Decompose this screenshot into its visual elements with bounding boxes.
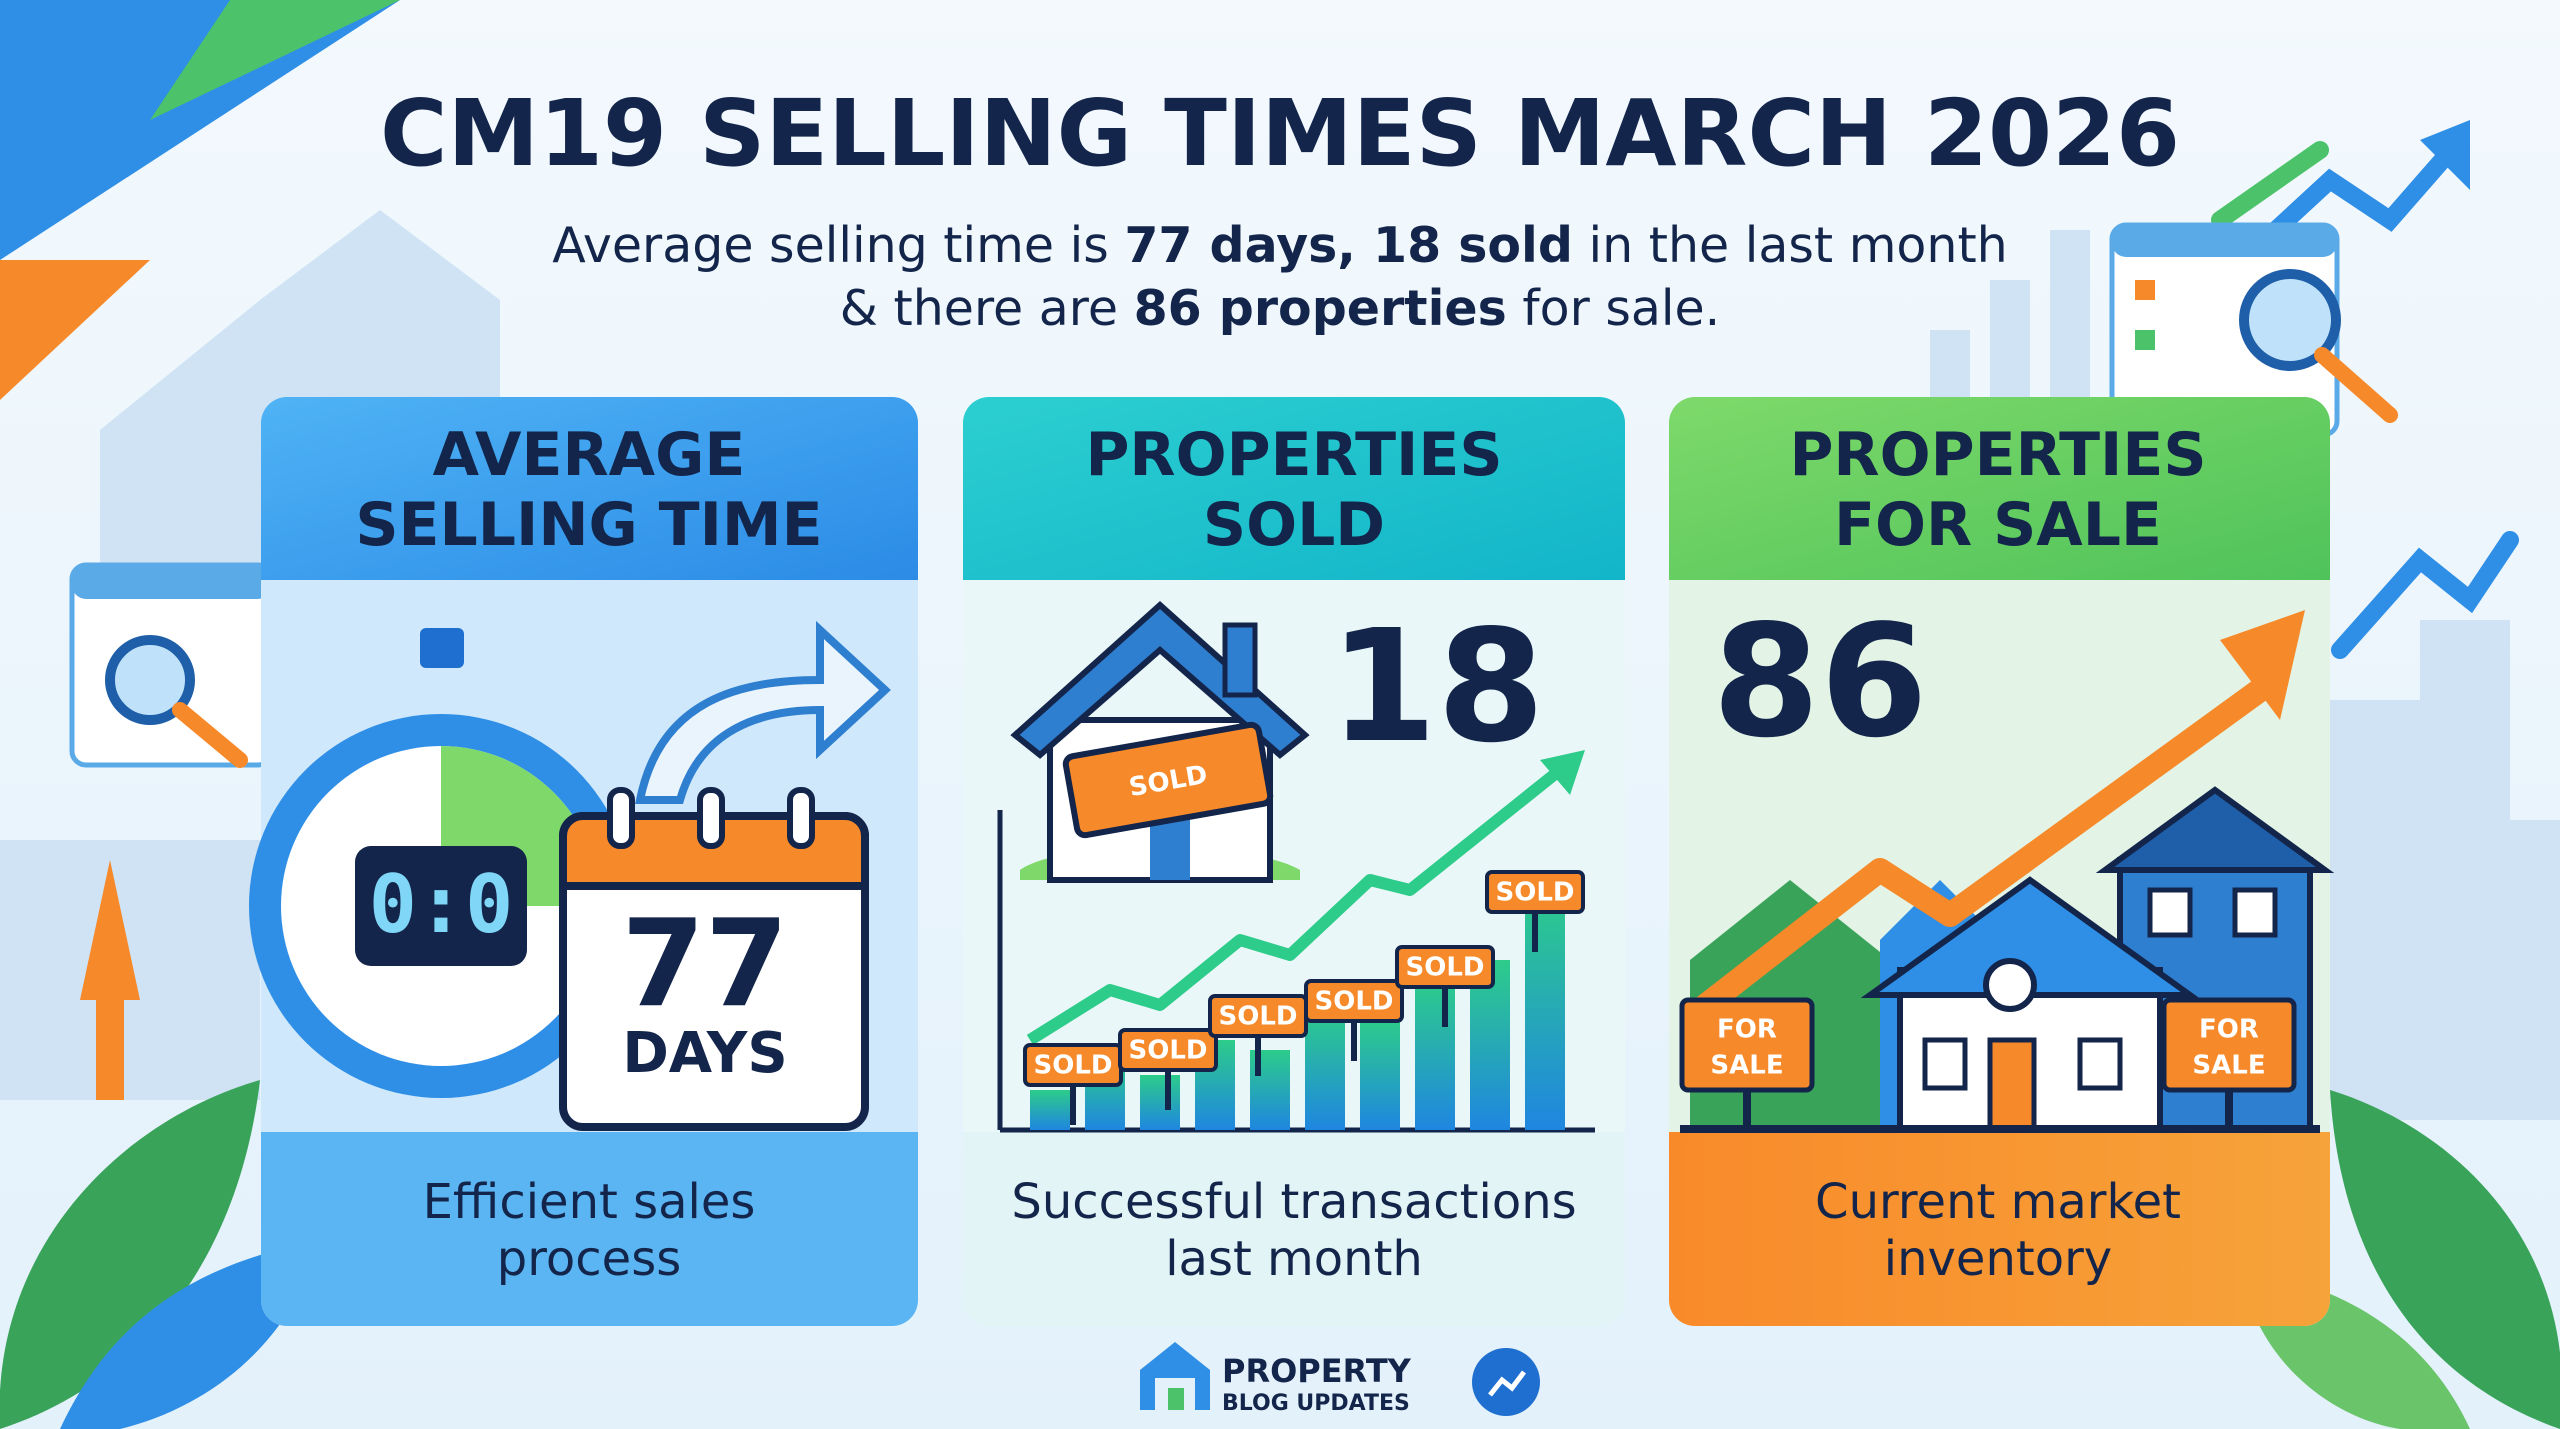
caption: Efficient sales xyxy=(423,1174,756,1230)
calendar-rings xyxy=(607,787,815,849)
curved-arrow xyxy=(635,620,891,804)
unit: DAYS xyxy=(622,1021,787,1086)
sold-signs: SOLD SOLD SOLD SOLD SOLD SOLD xyxy=(1023,870,1585,1125)
sign-text: SOLD xyxy=(1496,878,1575,908)
card-title: AVERAGE xyxy=(433,420,746,490)
subtitle-text: for sale. xyxy=(1507,280,1720,337)
sign-text: FOR xyxy=(2199,1015,2259,1045)
logo: PROPERTY BLOG UPDATES xyxy=(1140,1342,1540,1416)
sign-text: SOLD xyxy=(1219,1002,1298,1032)
sign-text: SALE xyxy=(2192,1051,2265,1081)
caption: inventory xyxy=(1884,1231,2112,1287)
trend-line xyxy=(1026,765,1564,1046)
caption: last month xyxy=(1165,1231,1423,1287)
card-header xyxy=(1669,397,2330,580)
sign-text: SALE xyxy=(1710,1051,1783,1081)
value: 77 xyxy=(622,895,789,1034)
sign-text: SOLD xyxy=(1315,987,1394,1017)
logo-text: PROPERTY xyxy=(1222,1352,1412,1390)
corner-shape xyxy=(0,0,400,260)
card-average-selling-time: AVERAGE SELLING TIME 0:0 77 DAYS Efficie… xyxy=(249,397,918,1326)
sign-text: FOR xyxy=(1717,1015,1777,1045)
sign-text: SOLD xyxy=(1034,1051,1113,1081)
clock-digits: 0:0 xyxy=(369,858,514,951)
card-caption-band xyxy=(963,1132,1625,1326)
browser-window xyxy=(69,562,275,768)
arrow-head xyxy=(2220,610,2305,720)
card-title: SOLD xyxy=(1203,490,1385,560)
card-header xyxy=(261,397,918,580)
caption: Current market xyxy=(1815,1174,2181,1230)
roof xyxy=(1010,600,1310,759)
sign-text: SOLD xyxy=(1406,953,1485,983)
browser-window xyxy=(2109,222,2398,438)
logo-icon xyxy=(1140,1342,1210,1410)
card-title: SELLING TIME xyxy=(355,490,822,560)
logo-badge-icon xyxy=(1488,1370,1526,1397)
card-title: PROPERTIES xyxy=(1789,420,2206,490)
value: 86 xyxy=(1712,591,1928,772)
card-caption-band xyxy=(1669,1132,2330,1326)
arrow-head xyxy=(2420,120,2470,190)
subtitle-highlight: 77 days, 18 sold xyxy=(1124,217,1573,274)
subtitle-line: Average selling time is 77 days, 18 sold… xyxy=(552,217,2007,274)
arrow-head xyxy=(1540,750,1585,795)
arrow-up xyxy=(80,860,140,1000)
logo-text: BLOG UPDATES xyxy=(1222,1391,1410,1416)
stopwatch-button xyxy=(420,628,464,668)
subtitle-highlight: 86 properties xyxy=(1134,280,1507,337)
value: 18 xyxy=(1329,596,1545,777)
title: CM19 SELLING TIMES MARCH 2026 xyxy=(380,80,2180,187)
card-header xyxy=(963,397,1625,580)
subtitle-text: Average selling time is xyxy=(552,217,1124,274)
corner-shape xyxy=(150,0,400,120)
corner-shape xyxy=(0,260,150,400)
bars xyxy=(1030,890,1565,1130)
subtitle-line: & there are 86 properties for sale. xyxy=(840,280,1720,337)
sign-text: SOLD xyxy=(1129,1036,1208,1066)
card-properties-for-sale: PROPERTIES FOR SALE 86 FOR SALE xyxy=(1669,397,2335,1326)
clock-display xyxy=(355,846,527,966)
house-sign: SOLD xyxy=(1062,721,1274,839)
logo-icon xyxy=(1168,1388,1184,1410)
chimney xyxy=(1222,622,1258,698)
card-title: PROPERTIES xyxy=(1085,420,1502,490)
arrow-up xyxy=(96,940,124,1100)
trend-arrow xyxy=(1692,680,2268,1020)
card-title: FOR SALE xyxy=(1834,490,2162,560)
caption: Successful transactions xyxy=(1011,1174,1576,1230)
subtitle-text: in the last month xyxy=(1573,217,2008,274)
card-properties-sold: PROPERTIES SOLD SOLD 18 SOLD SO xyxy=(963,397,1625,1326)
caption: process xyxy=(497,1231,681,1287)
subtitle-text: & there are xyxy=(840,280,1134,337)
card-caption-band xyxy=(261,1132,918,1326)
for-sale-signs: FOR SALE FOR SALE xyxy=(1679,997,2297,1128)
